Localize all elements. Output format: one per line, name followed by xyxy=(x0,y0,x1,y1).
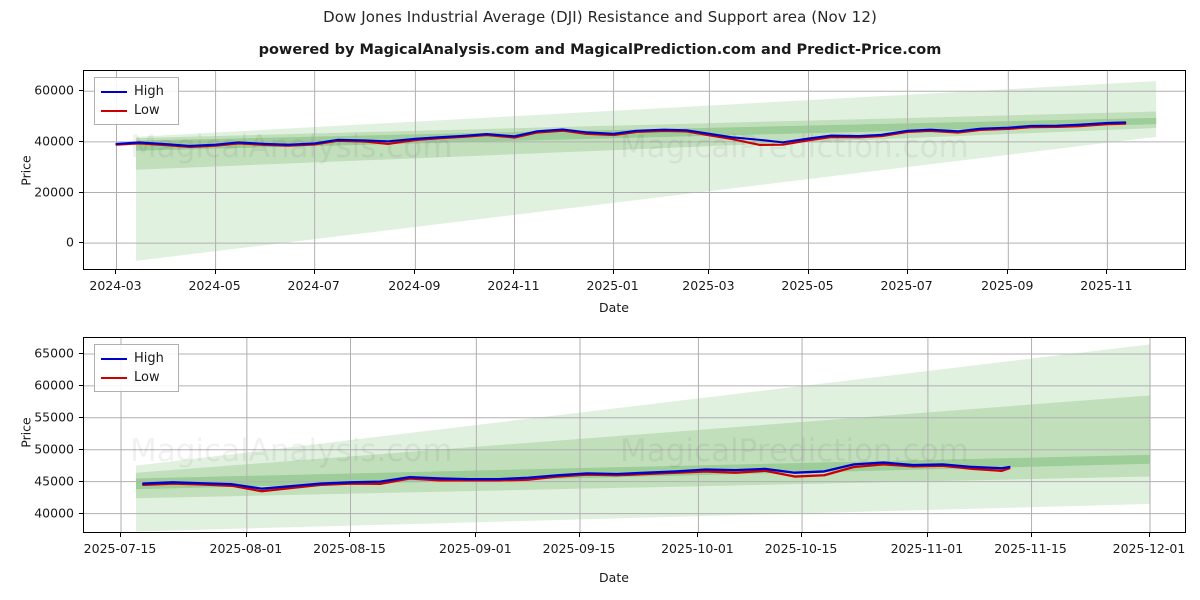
upper-x-axis-label: Date xyxy=(599,300,629,315)
x-tick-label: 2025-05 xyxy=(781,278,834,293)
x-tick-mark xyxy=(513,270,515,274)
y-tick-mark xyxy=(79,90,83,92)
x-tick-mark xyxy=(708,270,710,274)
legend-item-high: High xyxy=(101,82,171,101)
x-tick-label: 2025-11 xyxy=(1080,278,1133,293)
x-tick-mark xyxy=(612,270,614,274)
legend-label-low-lower: Low xyxy=(134,370,160,385)
legend-item-high-lower: High xyxy=(101,349,171,368)
legend-label-low: Low xyxy=(134,103,160,118)
y-tick-label: 0 xyxy=(66,234,74,250)
x-tick-mark xyxy=(349,533,351,537)
x-tick-label: 2024-09 xyxy=(388,278,441,293)
legend-item-low: Low xyxy=(101,101,171,120)
y-tick-label: 40000 xyxy=(34,505,74,521)
lower-x-axis-label: Date xyxy=(599,570,629,585)
upper-plot-svg xyxy=(84,71,1185,269)
y-tick-mark xyxy=(79,512,83,514)
x-tick-mark xyxy=(807,270,809,274)
x-tick-label: 2024-05 xyxy=(188,278,241,293)
legend-swatch-low-lower xyxy=(101,376,127,379)
legend-label-high: High xyxy=(134,84,164,99)
x-tick-label: 2025-12-01 xyxy=(1112,541,1186,556)
x-tick-label: 2025-08-15 xyxy=(313,541,386,556)
x-tick-mark xyxy=(120,533,121,537)
y-tick-mark xyxy=(79,191,83,193)
x-tick-label: 2025-11-15 xyxy=(994,541,1067,556)
x-tick-label: 2025-08-01 xyxy=(209,541,283,556)
x-tick-label: 2025-07-15 xyxy=(83,541,157,556)
series-line-high xyxy=(142,461,1011,490)
x-tick-mark xyxy=(414,270,416,274)
x-tick-label: 2025-03 xyxy=(682,278,735,293)
legend-swatch-high xyxy=(101,90,127,93)
y-tick-label: 65000 xyxy=(34,345,74,361)
x-tick-mark xyxy=(926,533,928,537)
y-tick-label: 60000 xyxy=(34,377,74,393)
x-tick-mark xyxy=(906,270,908,274)
y-tick-mark xyxy=(79,384,83,386)
band-mid-support-resistance xyxy=(136,395,1150,499)
x-tick-label: 2025-09 xyxy=(981,278,1034,293)
x-tick-mark xyxy=(1148,533,1150,537)
page-subtitle: powered by MagicalAnalysis.com and Magic… xyxy=(258,42,942,58)
y-tick-label: 45000 xyxy=(34,473,74,489)
x-tick-label: 2025-10-15 xyxy=(764,541,838,556)
y-tick-mark xyxy=(79,448,83,450)
legend-label-high-lower: High xyxy=(134,351,164,366)
series-line-low xyxy=(142,463,1011,493)
x-tick-mark xyxy=(801,533,803,537)
x-tick-label: 2024-07 xyxy=(287,278,340,293)
lower-plot-svg xyxy=(84,338,1185,532)
x-tick-label: 2025-07 xyxy=(880,278,933,293)
x-tick-mark xyxy=(578,533,580,537)
x-tick-mark xyxy=(214,270,216,274)
x-tick-mark xyxy=(475,533,477,537)
y-tick-mark xyxy=(79,140,83,142)
x-tick-label: 2024-03 xyxy=(89,278,142,293)
y-tick-mark xyxy=(79,416,83,418)
page-title: Dow Jones Industrial Average (DJI) Resis… xyxy=(323,8,877,26)
x-tick-mark xyxy=(1106,270,1108,274)
x-tick-mark xyxy=(115,270,117,274)
x-tick-mark xyxy=(1030,533,1032,537)
y-tick-mark xyxy=(79,352,83,354)
x-tick-label: 2025-09-01 xyxy=(439,541,512,556)
y-tick-label: 55000 xyxy=(34,409,74,425)
lower-plot-area: MagicalAnalysis.com MagicalPrediction.co… xyxy=(83,337,1186,533)
x-tick-mark xyxy=(313,270,315,274)
x-tick-mark xyxy=(245,533,247,537)
y-tick-mark xyxy=(79,480,83,482)
series-line-high xyxy=(115,121,1127,147)
x-tick-label: 2025-09-15 xyxy=(542,541,616,556)
legend-item-low-lower: Low xyxy=(101,368,171,387)
x-tick-label: 2024-11 xyxy=(487,278,540,293)
legend-swatch-high-lower xyxy=(101,357,127,360)
x-tick-mark xyxy=(697,533,699,537)
x-tick-label: 2025-01 xyxy=(586,278,639,293)
y-tick-label: 40000 xyxy=(34,133,74,149)
legend-swatch-low xyxy=(101,109,127,112)
upper-legend: High Low xyxy=(94,77,179,125)
y-tick-label: 60000 xyxy=(34,82,74,98)
y-tick-mark xyxy=(79,242,83,244)
x-tick-mark xyxy=(1007,270,1009,274)
x-tick-label: 2025-10-01 xyxy=(661,541,734,556)
y-tick-label: 20000 xyxy=(34,184,74,200)
x-tick-label: 2025-11-01 xyxy=(890,541,964,556)
y-tick-label: 50000 xyxy=(34,441,74,457)
lower-legend: High Low xyxy=(94,344,179,392)
